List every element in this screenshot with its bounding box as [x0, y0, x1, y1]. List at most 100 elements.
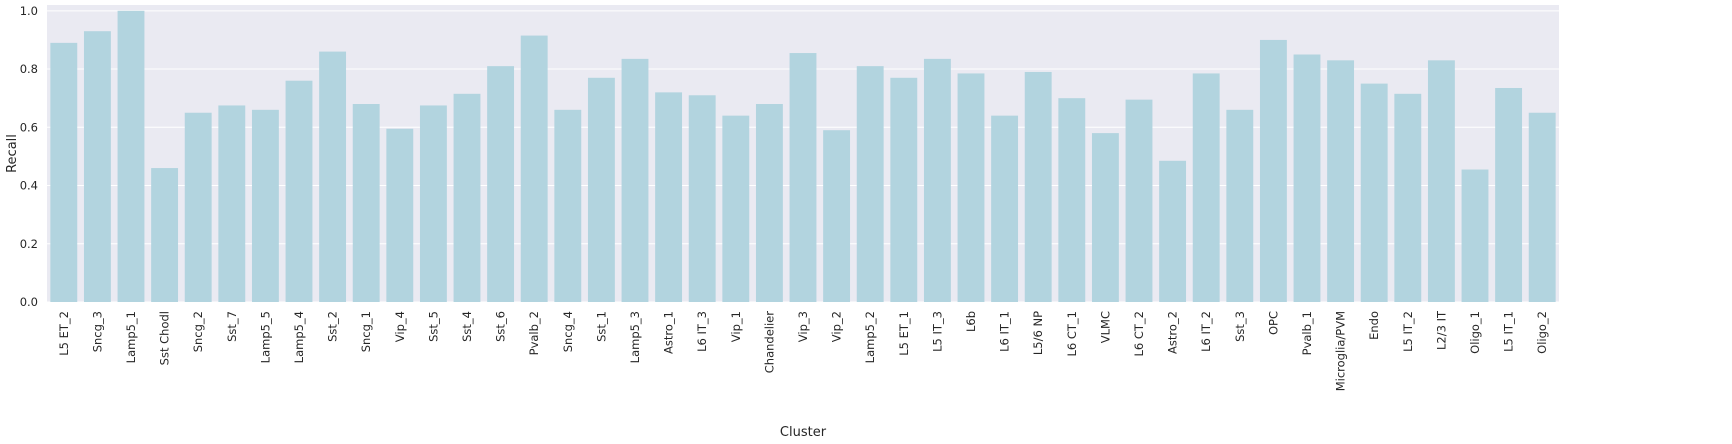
x-tick-label: L6 CT_2: [1132, 311, 1146, 357]
bar-sst-3: [1226, 109, 1254, 302]
x-tick-label: L6 IT_2: [1199, 311, 1213, 352]
bar-l5-et-2: [50, 42, 78, 303]
x-tick-label: Vip_1: [729, 311, 743, 342]
bar-l5-it-1: [1495, 87, 1523, 302]
bar-vip-4: [386, 128, 414, 302]
bar-sncg-1: [352, 104, 380, 302]
bar-l6b: [957, 73, 985, 302]
bar-endo: [1360, 83, 1388, 302]
bar-opc: [1259, 39, 1287, 303]
x-tick-label: Astro_2: [1166, 311, 1180, 354]
bar-astro-2: [1159, 160, 1187, 302]
bar-lamp5-5: [251, 109, 279, 302]
x-tick-label: Pvalb_1: [1300, 311, 1314, 355]
bar-microglia-pvm: [1327, 60, 1355, 302]
bar-vip-1: [722, 115, 750, 302]
bar-oligo-2: [1528, 112, 1556, 302]
bar-sncg-2: [184, 112, 212, 302]
bar-pvalb-2: [520, 35, 548, 303]
bar-sst-chodl: [151, 168, 179, 302]
x-tick-label: Vip_4: [393, 311, 407, 342]
bar-l6-it-2: [1192, 73, 1220, 302]
x-tick-label: Lamp5_3: [628, 311, 642, 363]
x-tick-label: Sncg_3: [90, 311, 104, 352]
bar-l6-it-1: [991, 115, 1019, 302]
bar-l6-ct-1: [1058, 98, 1086, 302]
y-tick-label: 1.0: [20, 4, 38, 18]
x-tick-label: L5 IT_2: [1401, 311, 1415, 352]
y-axis-label: Recall: [5, 134, 20, 173]
x-tick-label: Oligo_2: [1535, 311, 1549, 354]
y-tick-label: 0.8: [20, 62, 38, 76]
bar-l6-it-3: [688, 95, 716, 302]
x-tick-label: Sncg_2: [191, 311, 205, 352]
bar-l5-6-np: [1024, 71, 1052, 303]
x-tick-label: Lamp5_5: [258, 311, 272, 363]
x-tick-label: Sst_1: [594, 311, 608, 342]
bar-vlmc: [1091, 133, 1119, 302]
bar-l5-it-2: [1394, 93, 1422, 302]
x-tick-label: Vip_2: [830, 311, 844, 342]
bar-lamp5-3: [621, 58, 649, 302]
bar-lamp5-2: [856, 66, 884, 302]
x-tick-label: Endo: [1367, 311, 1381, 340]
x-tick-label: Lamp5_2: [863, 311, 877, 363]
bar-sncg-3: [83, 31, 111, 303]
x-tick-label: L6b: [964, 311, 978, 332]
y-tick-label: 0.4: [20, 179, 38, 193]
x-tick-label: OPC: [1266, 311, 1280, 335]
bar-oligo-1: [1461, 169, 1489, 302]
x-tick-label: Sncg_1: [359, 311, 373, 352]
x-tick-label: Sst_5: [426, 311, 440, 342]
x-tick-label: Lamp5_1: [124, 311, 138, 363]
x-tick-label: L6 IT_1: [998, 311, 1012, 352]
bar-l5-it-3: [923, 58, 951, 302]
x-tick-label: L5 ET_1: [897, 311, 911, 356]
x-tick-label: L6 IT_3: [695, 311, 709, 352]
bar-vip-2: [823, 130, 851, 302]
x-tick-label: L5/6 NP: [1031, 311, 1045, 355]
y-tick-label: 0.2: [20, 237, 38, 251]
x-tick-label: Sst_3: [1233, 311, 1247, 342]
x-tick-label: Vip_3: [796, 311, 810, 342]
x-tick-label: Sst Chodl: [158, 311, 172, 365]
x-tick-label: VLMC: [1098, 311, 1112, 343]
x-tick-label: Chandelier: [762, 311, 776, 373]
bar-pvalb-1: [1293, 54, 1321, 302]
x-tick-label: Microglia/PVM: [1334, 311, 1348, 391]
bar-l2-3-it: [1427, 60, 1455, 302]
x-tick-label: Sst_4: [460, 311, 474, 342]
bar-sst-4: [453, 93, 481, 302]
bar-chandelier: [755, 104, 783, 302]
bar-sst-1: [587, 77, 615, 302]
x-tick-label: Sncg_4: [561, 311, 575, 352]
x-axis-label: Cluster: [780, 425, 827, 440]
x-tick-label: Astro_1: [662, 311, 676, 354]
x-tick-label: L5 IT_3: [930, 311, 944, 352]
y-tick-label: 0.0: [20, 295, 38, 309]
x-tick-label: Sst_2: [326, 311, 340, 342]
bar-lamp5-4: [285, 80, 313, 303]
bar-sst-6: [487, 66, 515, 302]
bar-sst-7: [218, 105, 246, 303]
bar-sst-2: [319, 51, 347, 303]
x-tick-label: Lamp5_4: [292, 311, 306, 363]
x-tick-label: L6 CT_1: [1065, 311, 1079, 357]
x-tick-label: L5 ET_2: [57, 311, 71, 356]
bar-l5-et-1: [890, 77, 918, 302]
bar-vip-3: [789, 53, 817, 303]
bars: [50, 10, 1556, 303]
x-tick-labels: L5 ET_2 Sncg_3 Lamp5_1 Sst Chodl Sncg_2 Sst_7…: [57, 310, 1549, 391]
y-tick-label: 0.6: [20, 120, 38, 134]
bar-sst-5: [419, 105, 447, 303]
bar-lamp5-1: [117, 10, 145, 303]
x-tick-label: Oligo_1: [1468, 311, 1482, 354]
x-tick-label: Sst_7: [225, 311, 239, 342]
x-tick-label: Pvalb_2: [527, 311, 541, 355]
x-tick-label: Sst_6: [494, 311, 508, 342]
x-tick-label: L5 IT_1: [1502, 311, 1516, 352]
bar-l6-ct-2: [1125, 99, 1153, 302]
x-tick-label: L2/3 IT: [1434, 310, 1448, 350]
y-tick-labels: 0.0 0.2 0.4 0.6 0.8 1.0: [20, 4, 38, 309]
